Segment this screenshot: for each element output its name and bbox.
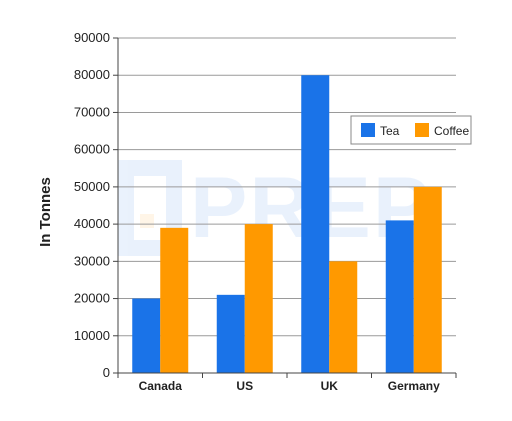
legend-label-tea: Tea <box>380 124 400 138</box>
y-tick-label: 40000 <box>74 216 110 231</box>
bars <box>132 75 442 373</box>
axes: 0 10000 20000 30000 40000 50000 60000 70000 8000… <box>74 30 457 393</box>
y-tick-label: 30000 <box>74 253 110 268</box>
y-tick-label: 60000 <box>74 142 110 157</box>
y-tick-label: 20000 <box>74 291 110 306</box>
bar-tea-us <box>216 294 245 373</box>
bar-coffee-uk <box>329 261 358 373</box>
x-tick-label: US <box>236 379 253 393</box>
y-tick-label: 50000 <box>74 179 110 194</box>
bar-coffee-us <box>244 224 273 373</box>
y-tick-label: 10000 <box>74 328 110 343</box>
bar-coffee-germany <box>413 186 442 373</box>
y-axis-title: In Tonnes <box>37 177 54 247</box>
legend-swatch-tea <box>361 123 375 137</box>
bar-tea-canada <box>132 298 161 373</box>
legend-swatch-coffee <box>415 123 429 137</box>
x-tick-label: Canada <box>139 379 183 393</box>
bar-tea-uk <box>301 75 330 373</box>
legend-label-coffee: Coffee <box>434 124 469 138</box>
y-tick-label: 90000 <box>74 30 110 45</box>
y-tick-label: 0 <box>103 365 110 380</box>
bar-coffee-canada <box>160 227 189 373</box>
bar-tea-germany <box>385 220 414 373</box>
y-tick-label: 80000 <box>74 67 110 82</box>
legend: Tea Coffee <box>350 115 472 145</box>
x-tick-label: UK <box>321 379 339 393</box>
x-tick-label: Germany <box>388 379 440 393</box>
y-tick-label: 70000 <box>74 104 110 119</box>
